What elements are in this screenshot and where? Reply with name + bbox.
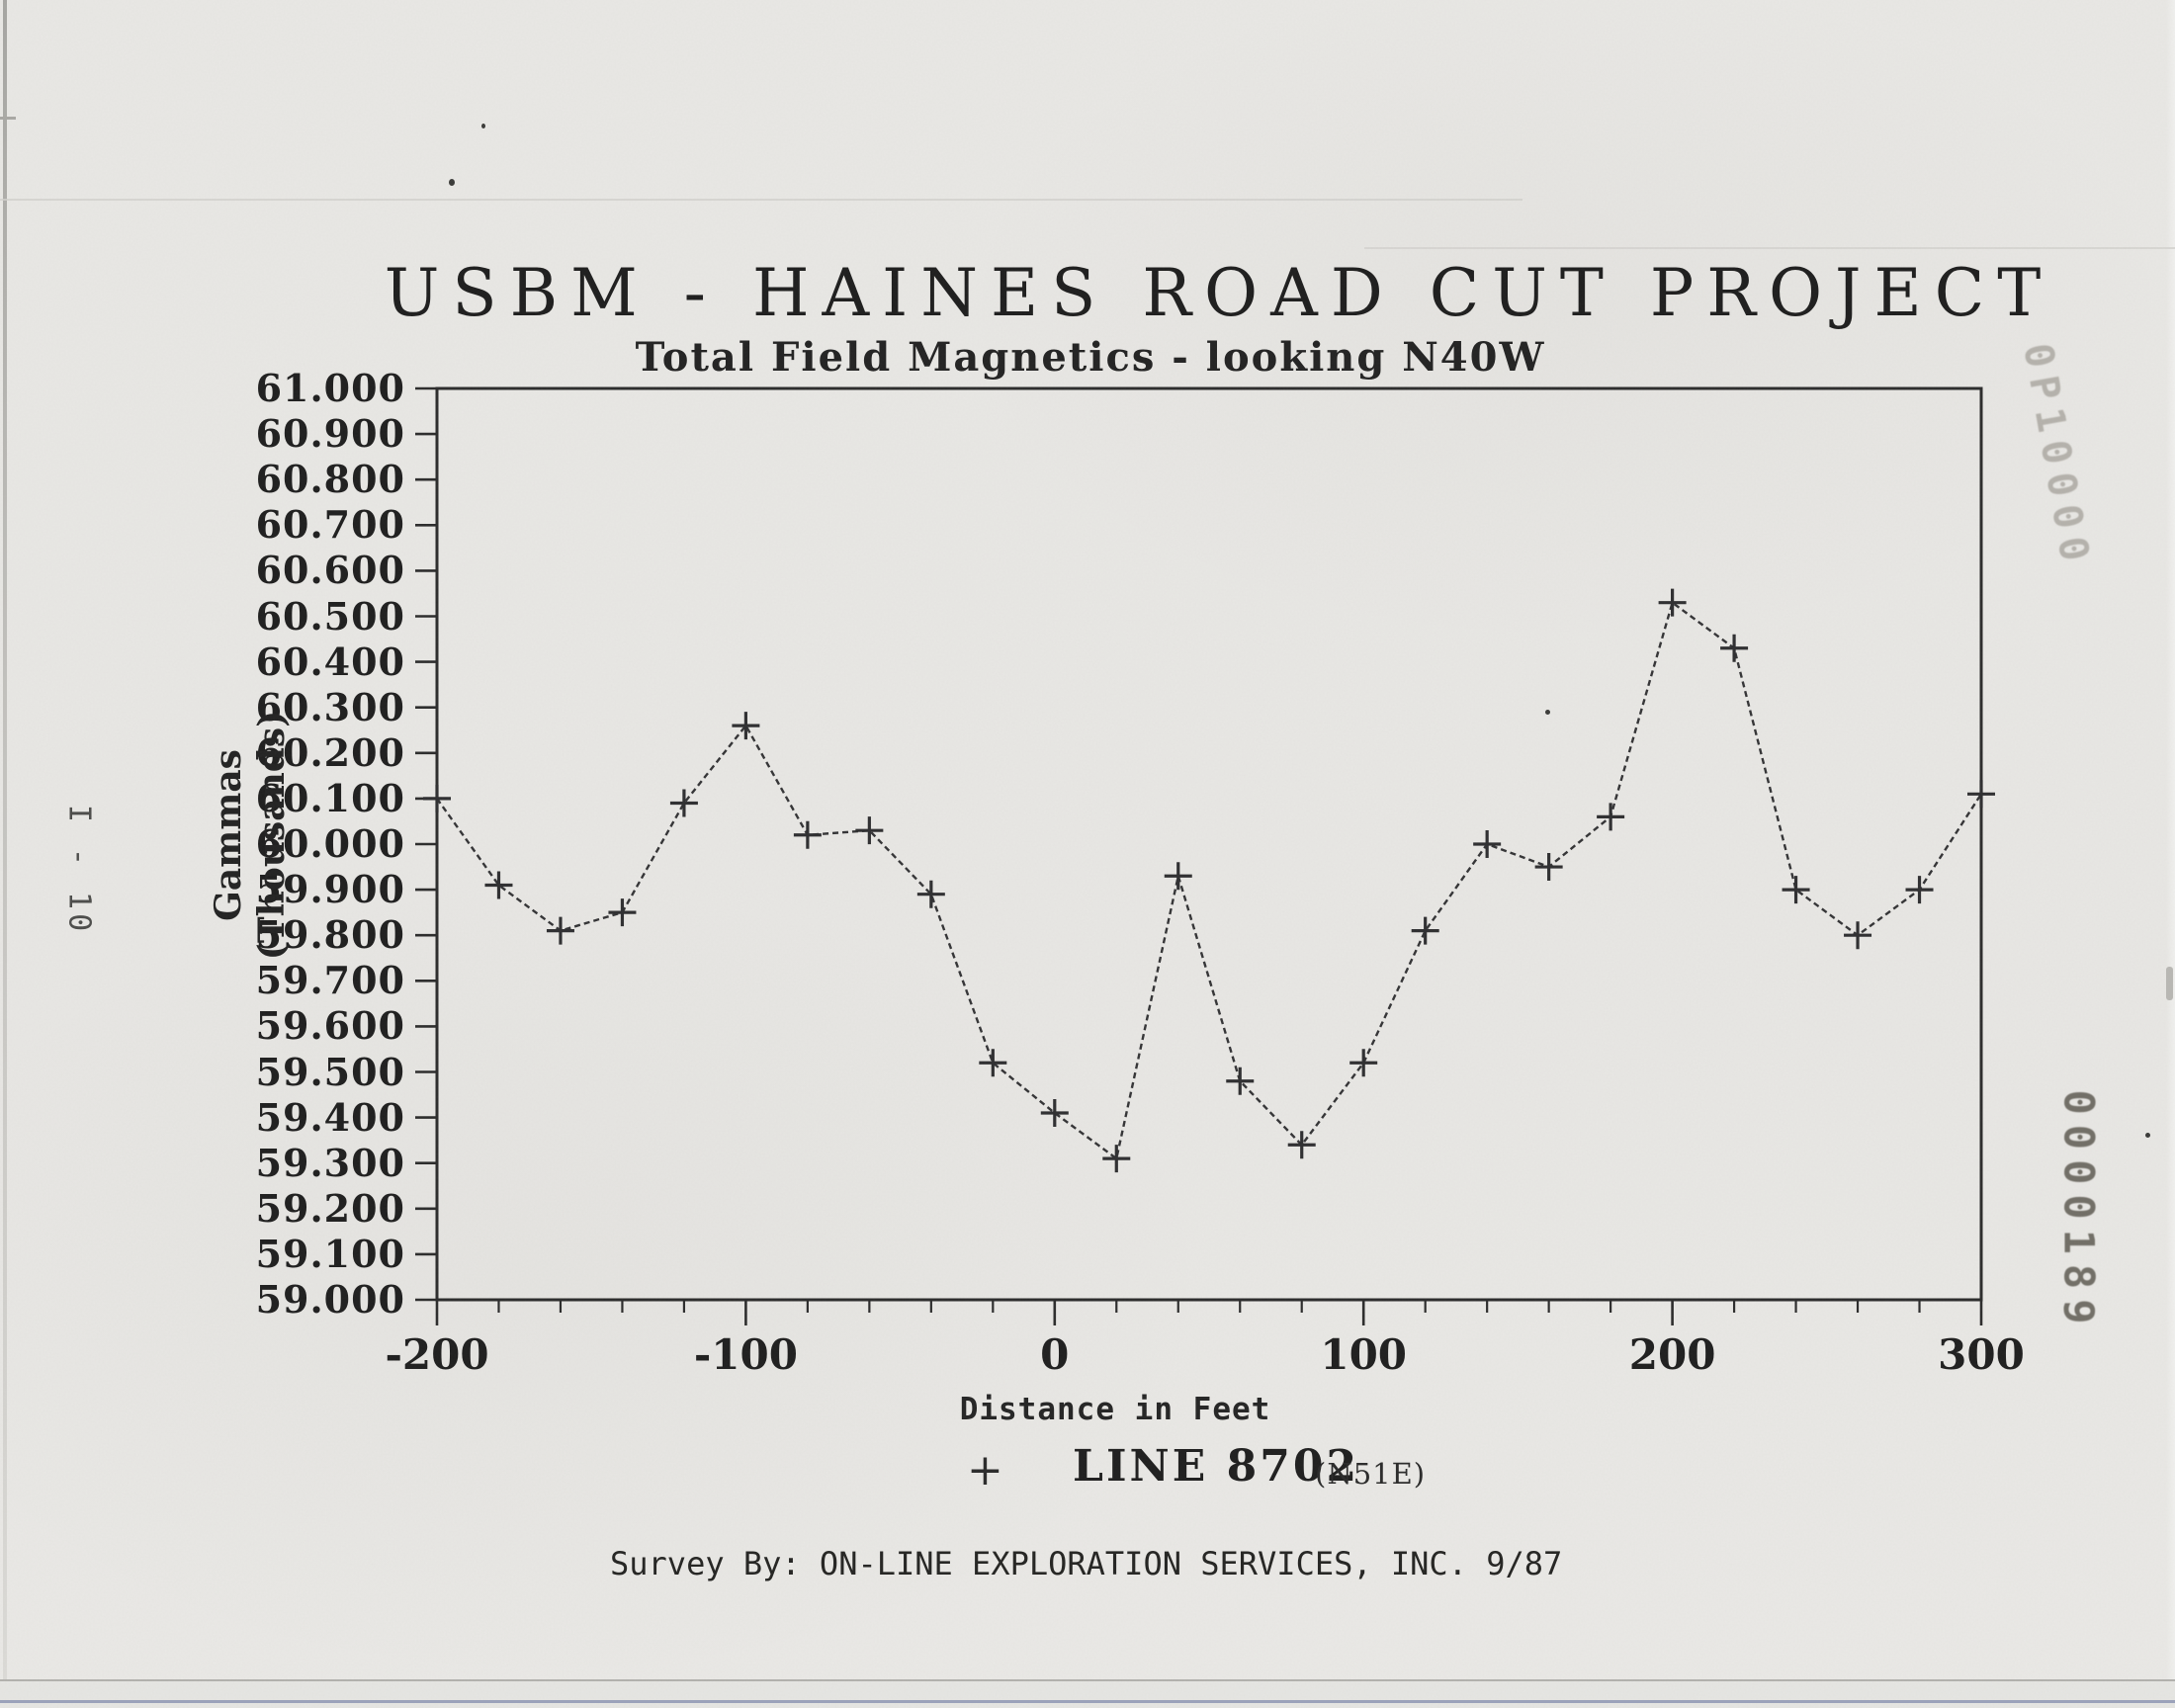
data-point-marker (1782, 876, 1810, 904)
data-point-marker (1473, 830, 1502, 858)
y-tick-label: 60.800 (255, 457, 405, 502)
data-point-marker (1534, 853, 1563, 882)
survey-credit-line: Survey By: ON-LINE EXPLORATION SERVICES,… (610, 1545, 1563, 1582)
x-axis-title: Distance in Feet (959, 1392, 1271, 1427)
y-tick-label: 60.400 (255, 639, 405, 684)
x-tick-label: -100 (693, 1330, 798, 1379)
data-point-marker (1411, 916, 1439, 945)
page-margin-label: I - 10 (61, 804, 97, 936)
y-tick-label: 59.700 (255, 958, 405, 1003)
data-point-marker (1905, 876, 1934, 904)
data-point-marker (979, 1049, 1007, 1077)
data-point-marker (669, 789, 698, 817)
data-point-marker (1597, 803, 1625, 831)
data-point-marker (732, 712, 760, 740)
x-tick-label: 0 (1040, 1330, 1070, 1379)
legend-plus-marker: + (967, 1445, 1003, 1495)
y-tick-label: 59.100 (255, 1231, 405, 1276)
y-tick-label: 59.400 (255, 1094, 405, 1140)
x-tick-label: 300 (1938, 1330, 2025, 1379)
data-point-marker (1164, 862, 1192, 891)
data-point-marker (423, 784, 451, 812)
y-axis-title: Gammas (Thousands) (207, 711, 294, 960)
data-point-marker (1102, 1145, 1131, 1173)
data-point-marker (1844, 921, 1872, 950)
legend-series-bearing: (N51E) (1315, 1457, 1427, 1491)
y-axis-title-line2: (Thousands) (251, 710, 293, 961)
y-tick-label: 60.500 (255, 593, 405, 639)
x-tick-label: 100 (1320, 1330, 1408, 1379)
x-tick-label: 200 (1628, 1330, 1716, 1379)
data-point-marker (1658, 588, 1687, 617)
data-point-marker (793, 820, 822, 849)
x-tick-label: -200 (385, 1330, 489, 1379)
data-point-marker (1967, 780, 1995, 809)
y-tick-label: 61.000 (255, 366, 405, 410)
y-tick-label: 60.900 (255, 411, 405, 457)
data-point-marker (608, 898, 637, 927)
y-tick-label: 59.300 (255, 1140, 405, 1185)
y-axis-title-line1: Gammas (208, 749, 249, 921)
data-point-marker (546, 916, 574, 945)
data-point-marker (484, 871, 513, 899)
data-point-marker (1720, 634, 1749, 662)
data-point-marker (1040, 1098, 1069, 1127)
faint-number-stamp-bottom: 0000189 (2054, 1089, 2104, 1334)
y-tick-label: 59.200 (255, 1185, 405, 1231)
y-tick-label: 60.700 (255, 502, 405, 548)
y-tick-label: 60.600 (255, 548, 405, 593)
data-point-marker (1349, 1049, 1378, 1077)
y-tick-label: 59.600 (255, 1003, 405, 1049)
y-tick-label: 59.000 (255, 1277, 405, 1322)
y-tick-label: 59.500 (255, 1049, 405, 1094)
